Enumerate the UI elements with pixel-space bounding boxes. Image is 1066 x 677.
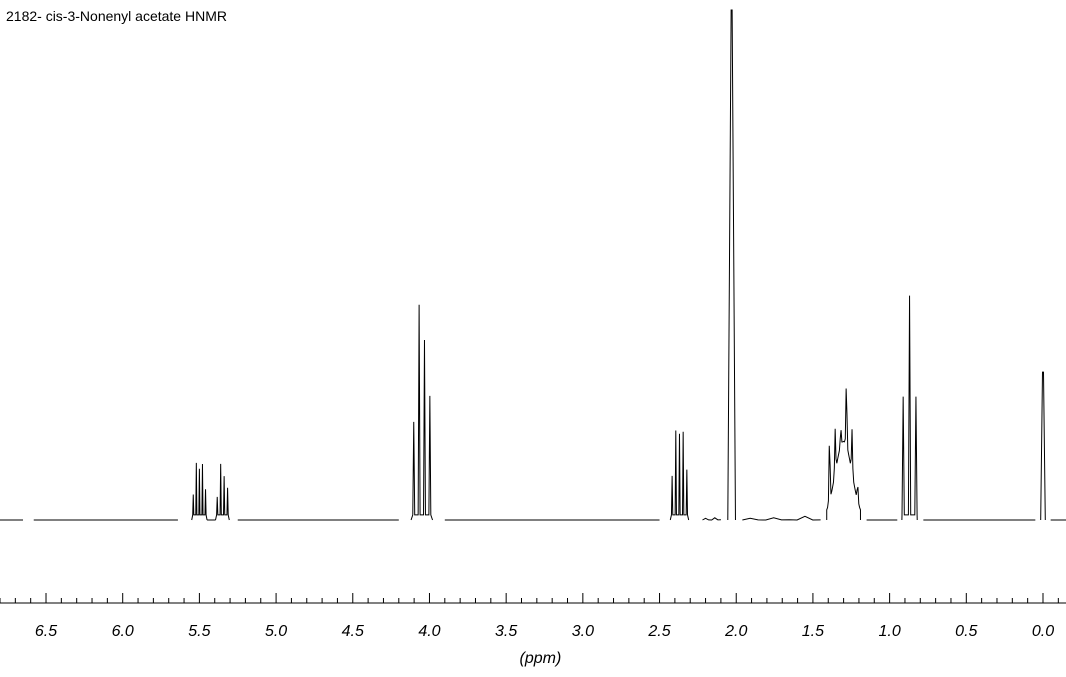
- x-tick-label: 1.5: [802, 623, 824, 641]
- x-tick-label: 5.5: [188, 623, 210, 641]
- x-tick-label: 1.0: [878, 623, 900, 641]
- x-tick-label: 6.0: [112, 623, 134, 641]
- x-tick-label: 0.5: [955, 623, 977, 641]
- x-tick-label: 2.5: [648, 623, 670, 641]
- x-tick-label: 5.0: [265, 623, 287, 641]
- x-tick-label: 3.0: [572, 623, 594, 641]
- x-tick-label: 2.0: [725, 623, 747, 641]
- x-tick-label: 4.0: [418, 623, 440, 641]
- x-tick-label: 0.0: [1032, 623, 1054, 641]
- x-axis-label: (ppm): [520, 650, 562, 668]
- x-tick-label: 6.5: [35, 623, 57, 641]
- nmr-spectrum-plot: [0, 0, 1066, 677]
- x-tick-label: 3.5: [495, 623, 517, 641]
- x-tick-label: 4.5: [342, 623, 364, 641]
